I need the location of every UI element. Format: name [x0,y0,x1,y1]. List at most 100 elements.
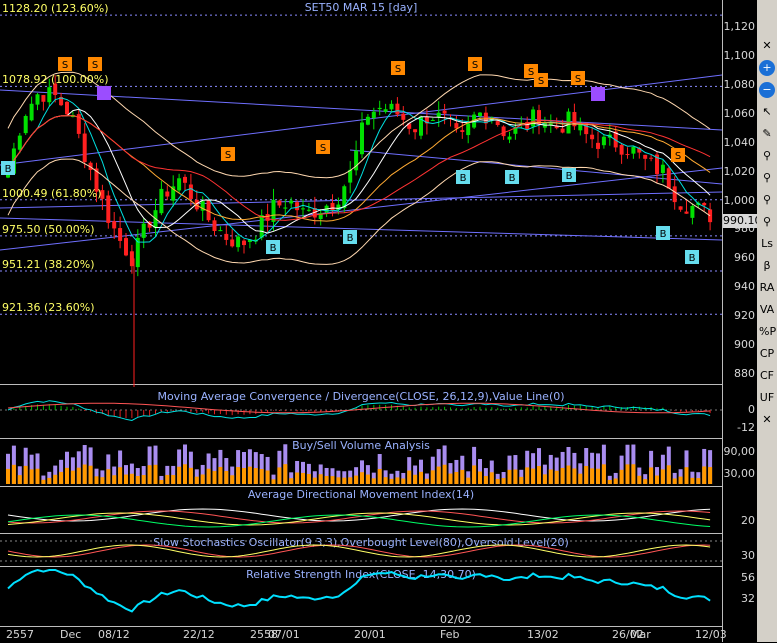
candle-body [265,214,270,221]
candle-body [242,240,246,246]
candle-body [419,116,423,136]
buy-signal [1,161,15,175]
volume-bar-buy [330,476,335,484]
macd-axis-label-0: 0 [748,403,755,416]
volume-bar-buy [401,478,406,484]
toolbar-beta-button[interactable]: β [763,259,771,272]
candle-body [82,133,87,163]
volume-bar-buy [112,475,117,484]
date-label-20-01: 20/01 [354,628,386,641]
stochastic-line [7,544,711,558]
candle-body [17,135,22,150]
volume-bar-buy [165,474,170,484]
date-label-26-02: 26/02 [612,628,644,641]
volume-bar-buy [76,467,81,484]
sell-signal-label: S [675,151,681,162]
volume-bar-buy [35,468,40,484]
toolbar-ra-button[interactable]: RA [759,281,775,294]
candle-body [100,190,105,199]
sell-signal-label: S [320,143,326,154]
toolbar-cf-button[interactable]: CF [759,369,774,382]
toolbar-va-button[interactable]: VA [759,303,775,316]
toolbar-ls-button[interactable]: Ls [761,237,773,250]
volume-bar-buy [389,478,394,484]
candle-body [194,199,199,210]
candle-body [76,114,81,134]
toolbar-close-2-button[interactable]: ✕ [762,413,772,426]
price-axis-label: 1,040 [723,135,756,149]
period-label-mar: Mar [630,628,651,641]
candle-body [649,157,654,159]
toolbar-zoom-in-button[interactable]: + [759,60,775,76]
volume-bar-buy [531,468,536,484]
toolbar-close-button[interactable]: ✕ [762,39,772,52]
fib-label: 1128.20 (123.60%) [2,2,109,16]
buy-signal [562,168,576,182]
toolbar-cp-button[interactable]: CP [759,347,775,360]
toolbar-find-button[interactable]: ⚲ [762,193,772,206]
buy-signal-label: B [509,173,516,184]
candle-body [188,184,193,199]
toolbar-pp-button[interactable]: %P [759,325,777,338]
volume-bar-buy [584,466,589,484]
volume-bar-buy [684,467,689,484]
last-price-tag: 990.10 [723,214,762,228]
candle-body [230,239,235,247]
volume-bar-buy [147,465,152,484]
candle-body [354,150,359,171]
volume-bar-buy [466,477,471,484]
toolbar-find-button[interactable]: ⚲ [762,215,772,228]
price-axis-label: 1,060 [723,106,756,120]
buy-signal [343,230,357,244]
period-label-2557: 2557 [6,628,34,641]
volume-bar-buy [230,475,235,484]
candle-body [560,128,565,133]
buy-signal [685,250,699,264]
volume-bar-buy [601,464,606,484]
toolbar-uf-button[interactable]: UF [759,391,775,404]
toolbar-find-button[interactable]: ⚲ [762,149,772,162]
candle-body [112,221,117,229]
toolbar-find-button[interactable]: ⚲ [762,171,772,184]
date-axis[interactable]: 2557 Dec 08/12 22/12 2558 07/01 20/01 Fe… [0,613,727,643]
volume-bar-buy [613,478,618,484]
buy-signal-label: B [5,164,12,175]
candle-body [171,186,176,201]
moving-average-line [7,71,711,179]
candle-body [383,109,388,112]
toolbar-zoom-out-button[interactable]: − [759,82,775,98]
volume-bar-buy [365,474,370,484]
toolbar-draw-button[interactable]: ✎ [762,127,772,140]
candle-body [106,195,111,223]
fib-label: 1000.49 (61.80%) [2,186,102,200]
volume-bar-buy [690,477,695,484]
candle-body [47,87,52,103]
candle-body [625,154,630,156]
candle-body [690,206,695,218]
candle-body [631,146,636,154]
candle-body [247,239,252,243]
buy-signal [656,226,670,240]
sell-signal-label: S [472,60,478,71]
volume-bar [690,471,695,484]
buy-signal [266,240,280,254]
volume-bar [696,472,701,484]
volume-bar-buy [65,467,69,484]
price-axis-label: 1,100 [723,48,756,62]
adx-line [7,508,711,522]
volume-bar-buy [259,469,264,484]
price-axis[interactable]: 1,120 1,100 1,080 1,060 1,040 1,020 1,000 980 96… [722,0,762,642]
volume-bar-buy [489,472,494,484]
volume-bar-buy [696,478,701,484]
volume-bar-buy [200,474,205,484]
candle-body [466,123,471,136]
toolbar-pointer-button[interactable]: ↖ [762,105,772,118]
volume-bar-buy [383,477,388,484]
volume-bar-buy [360,472,364,484]
date-label-22-12: 22/12 [183,628,215,641]
volume-bar [389,473,394,484]
candle-body [460,130,465,132]
fib-label: 921.36 (23.60%) [2,301,95,315]
